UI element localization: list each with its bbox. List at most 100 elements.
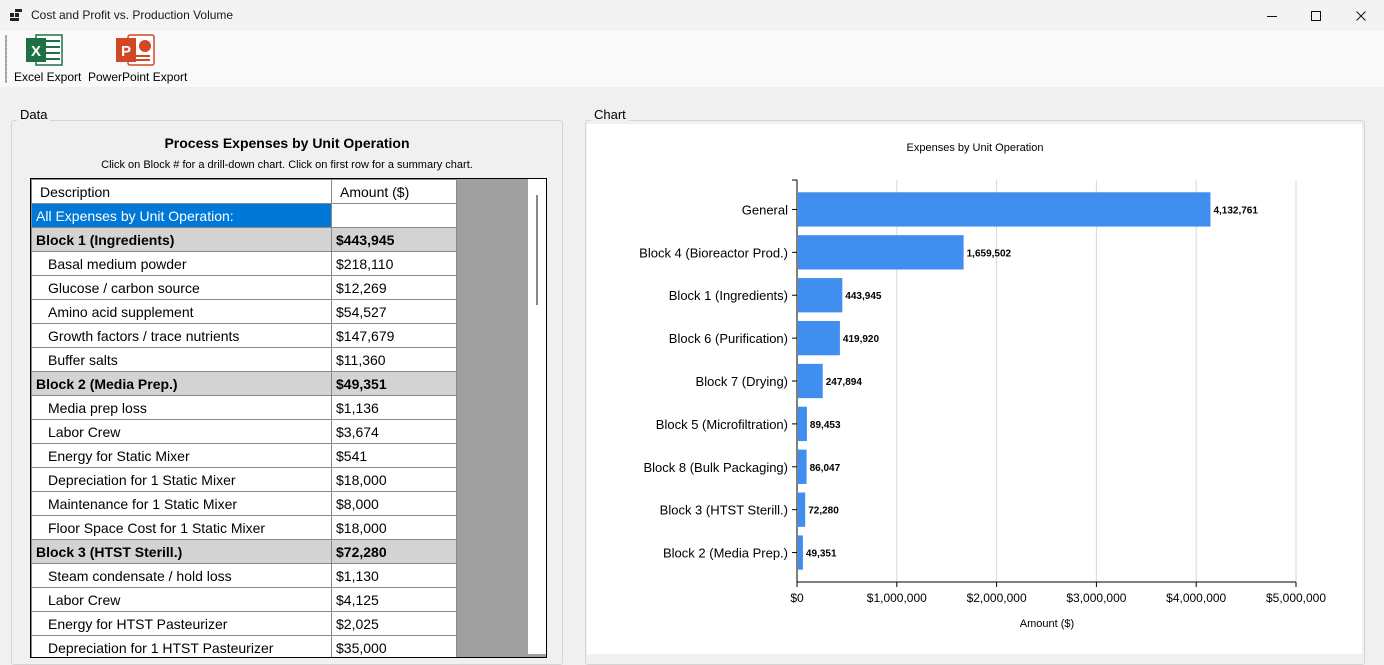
description-cell[interactable]: Steam condensate / hold loss <box>31 563 332 588</box>
excel-icon: X <box>26 34 63 66</box>
close-button[interactable] <box>1338 0 1384 31</box>
bar-value-label: 72,280 <box>808 506 839 517</box>
table-row[interactable]: Growth factors / trace nutrients $147,679 <box>31 323 457 348</box>
amount-cell[interactable] <box>331 203 457 228</box>
bar[interactable] <box>798 363 823 399</box>
description-cell[interactable]: Block 1 (Ingredients) <box>31 227 332 252</box>
toolbar-grip[interactable] <box>5 35 7 83</box>
amount-cell[interactable]: $218,110 <box>331 251 457 276</box>
table-row[interactable]: Glucose / carbon source $12,269 <box>31 275 457 300</box>
amount-cell[interactable]: $2,025 <box>331 611 457 636</box>
amount-cell[interactable]: $147,679 <box>331 323 457 348</box>
amount-cell[interactable]: $1,136 <box>331 395 457 420</box>
bar-value-label: 86,047 <box>810 463 841 474</box>
block-row[interactable]: Block 3 (HTST Sterill.) $72,280 <box>31 539 457 564</box>
y-category-label: Block 7 (Drying) <box>696 374 788 389</box>
amount-cell[interactable]: $3,674 <box>331 419 457 444</box>
table-row[interactable]: Steam condensate / hold loss $1,130 <box>31 563 457 588</box>
table-header-row: Description Amount ($) <box>31 179 457 204</box>
amount-cell[interactable]: $1,130 <box>331 563 457 588</box>
table-row[interactable]: Depreciation for 1 Static Mixer $18,000 <box>31 467 457 492</box>
description-cell[interactable]: Growth factors / trace nutrients <box>31 323 332 348</box>
description-cell[interactable]: Basal medium powder <box>31 251 332 276</box>
summary-row[interactable]: All Expenses by Unit Operation: <box>31 203 457 228</box>
powerpoint-icon: P <box>116 34 155 66</box>
table-row[interactable]: Media prep loss $1,136 <box>31 395 457 420</box>
minimize-button[interactable] <box>1249 0 1295 31</box>
column-header-amount[interactable]: Amount ($) <box>331 179 457 204</box>
bar[interactable] <box>798 406 807 442</box>
bar[interactable] <box>798 192 1211 227</box>
amount-cell[interactable]: $54,527 <box>331 299 457 324</box>
description-cell[interactable]: Buffer salts <box>31 347 332 372</box>
bar[interactable] <box>798 449 807 484</box>
table-row[interactable]: Amino acid supplement $54,527 <box>31 299 457 324</box>
description-cell[interactable]: Block 2 (Media Prep.) <box>31 371 332 396</box>
bar[interactable] <box>798 535 803 570</box>
amount-cell[interactable]: $18,000 <box>331 467 457 492</box>
x-tick-label: $5,000,000 <box>1266 591 1326 605</box>
expenses-bar-chart: Expenses by Unit Operation 4,132,761 1,65… <box>639 142 1326 630</box>
amount-cell[interactable]: $49,351 <box>331 371 457 396</box>
bar-value-label: 49,351 <box>806 549 837 560</box>
description-cell[interactable]: Amino acid supplement <box>31 299 332 324</box>
close-icon <box>1356 10 1366 21</box>
description-cell[interactable]: Labor Crew <box>31 587 332 612</box>
expenses-data-grid[interactable]: Description Amount ($) All Expenses by U… <box>30 178 547 658</box>
y-category-label: Block 5 (Microfiltration) <box>656 417 788 432</box>
column-header-description[interactable]: Description <box>31 179 332 204</box>
table-row[interactable]: Depreciation for 1 HTST Pasteurizer $35,0… <box>31 635 457 657</box>
maximize-icon <box>1311 10 1321 21</box>
description-cell[interactable]: Floor Space Cost for 1 Static Mixer <box>31 515 332 540</box>
grid-vertical-scrollbar[interactable] <box>528 179 546 654</box>
table-row[interactable]: Labor Crew $3,674 <box>31 419 457 444</box>
description-cell[interactable]: Maintenance for 1 Static Mixer <box>31 491 332 516</box>
table-row[interactable]: Energy for Static Mixer $541 <box>31 443 457 468</box>
description-cell[interactable]: Energy for Static Mixer <box>31 443 332 468</box>
description-cell[interactable]: Depreciation for 1 HTST Pasteurizer <box>31 635 332 657</box>
amount-cell[interactable]: $8,000 <box>331 491 457 516</box>
amount-cell[interactable]: $541 <box>331 443 457 468</box>
bar[interactable] <box>798 492 806 527</box>
bar[interactable] <box>798 235 964 270</box>
powerpoint-export-label: PowerPoint Export <box>88 70 188 84</box>
description-cell[interactable]: Glucose / carbon source <box>31 275 332 300</box>
amount-cell[interactable]: $11,360 <box>331 347 457 372</box>
excel-export-label: Excel Export <box>14 70 82 84</box>
bar-value-label: 247,894 <box>826 377 863 388</box>
table-row[interactable]: Basal medium powder $218,110 <box>31 251 457 276</box>
description-cell[interactable]: Energy for HTST Pasteurizer <box>31 611 332 636</box>
table-row[interactable]: Buffer salts $11,360 <box>31 347 457 372</box>
bar-value-label: 1,659,502 <box>967 248 1012 259</box>
description-cell[interactable]: Labor Crew <box>31 419 332 444</box>
bar[interactable] <box>798 278 843 313</box>
amount-cell[interactable]: $12,269 <box>331 275 457 300</box>
scrollbar-thumb[interactable] <box>536 195 538 305</box>
block-row[interactable]: Block 2 (Media Prep.) $49,351 <box>31 371 457 396</box>
chart-group-label: Chart <box>591 107 629 122</box>
data-table-instructions: Click on Block # for a drill-down chart.… <box>101 159 473 171</box>
bar-value-label: 4,132,761 <box>1213 205 1258 216</box>
app-window-icon <box>10 9 22 21</box>
table-row[interactable]: Maintenance for 1 Static Mixer $8,000 <box>31 491 457 516</box>
y-category-label: Block 1 (Ingredients) <box>669 288 788 303</box>
bar[interactable] <box>798 320 840 356</box>
expenses-table: Description Amount ($) All Expenses by U… <box>31 179 457 657</box>
amount-cell[interactable]: $35,000 <box>331 635 457 657</box>
table-row[interactable]: Labor Crew $4,125 <box>31 587 457 612</box>
table-row[interactable]: Energy for HTST Pasteurizer $2,025 <box>31 611 457 636</box>
minimize-icon <box>1267 15 1277 17</box>
description-cell[interactable]: Media prep loss <box>31 395 332 420</box>
amount-cell[interactable]: $4,125 <box>331 587 457 612</box>
y-category-label: Block 3 (HTST Sterill.) <box>660 503 788 518</box>
amount-cell[interactable]: $72,280 <box>331 539 457 564</box>
block-row[interactable]: Block 1 (Ingredients) $443,945 <box>31 227 457 252</box>
amount-cell[interactable]: $18,000 <box>331 515 457 540</box>
description-cell[interactable]: All Expenses by Unit Operation: <box>31 203 332 228</box>
table-row[interactable]: Floor Space Cost for 1 Static Mixer $18,0… <box>31 515 457 540</box>
y-category-label: Block 8 (Bulk Packaging) <box>643 460 788 475</box>
description-cell[interactable]: Block 3 (HTST Sterill.) <box>31 539 332 564</box>
amount-cell[interactable]: $443,945 <box>331 227 457 252</box>
description-cell[interactable]: Depreciation for 1 Static Mixer <box>31 467 332 492</box>
maximize-button[interactable] <box>1293 0 1339 31</box>
